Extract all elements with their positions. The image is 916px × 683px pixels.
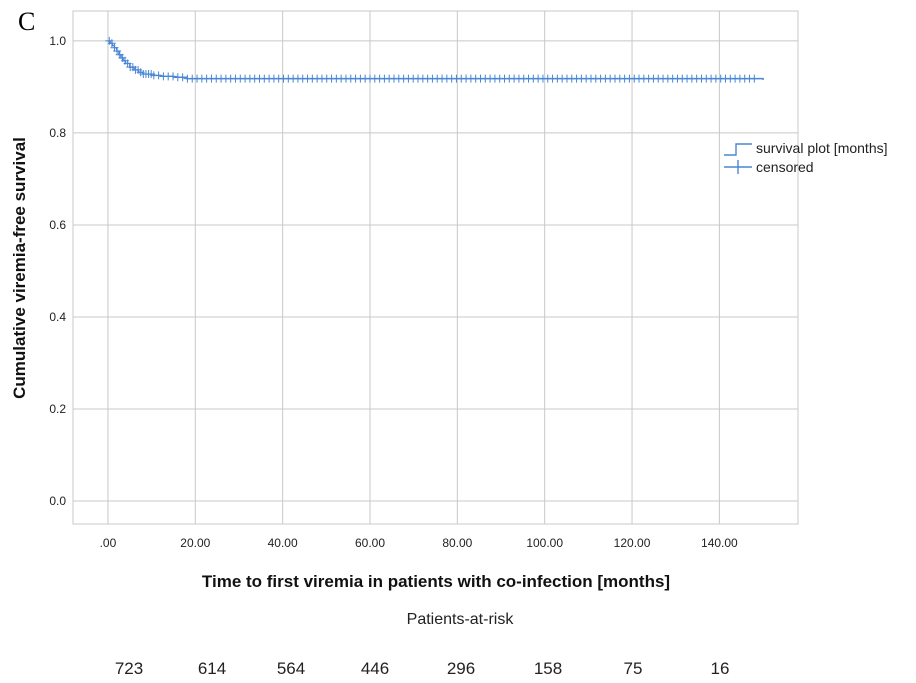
censored-mark bbox=[178, 73, 187, 82]
risk-count: 614 bbox=[198, 659, 226, 678]
risk-table-counts: 723 614 564 446 296 158 75 16 bbox=[115, 659, 730, 678]
risk-count: 16 bbox=[711, 659, 730, 678]
legend: survival plot [months] censored bbox=[724, 140, 888, 175]
y-tick-label: 0.4 bbox=[49, 310, 66, 324]
panel-label: C bbox=[18, 7, 35, 36]
y-tick-label: 0.6 bbox=[49, 218, 66, 232]
x-tick-label: 60.00 bbox=[355, 536, 385, 550]
legend-step-line-icon bbox=[724, 143, 752, 156]
x-tick-label: 120.00 bbox=[614, 536, 651, 550]
x-axis-title: Time to first viremia in patients with c… bbox=[202, 572, 670, 591]
risk-table-title: Patients-at-risk bbox=[407, 611, 515, 628]
legend-censored-label: censored bbox=[756, 159, 814, 175]
x-tick-label: .00 bbox=[100, 536, 117, 550]
risk-count: 75 bbox=[624, 659, 643, 678]
censored-mark bbox=[169, 72, 178, 81]
risk-count: 446 bbox=[361, 659, 389, 678]
x-tick-label: 40.00 bbox=[268, 536, 298, 550]
x-tick-label: 140.00 bbox=[701, 536, 738, 550]
y-axis-title: Cumulative viremia-free survival bbox=[10, 137, 29, 399]
censored-mark bbox=[107, 39, 116, 48]
censored-marks bbox=[105, 36, 759, 83]
risk-count: 158 bbox=[534, 659, 562, 678]
censored-mark bbox=[154, 71, 163, 80]
y-tick-label: 0.0 bbox=[49, 494, 66, 508]
censored-mark bbox=[750, 74, 759, 83]
y-tick-label: 0.2 bbox=[49, 402, 66, 416]
risk-count: 723 bbox=[115, 659, 143, 678]
grid-lines bbox=[73, 11, 798, 524]
y-tick-label: 0.8 bbox=[49, 126, 66, 140]
x-tick-label: 80.00 bbox=[442, 536, 472, 550]
y-tick-label: 1.0 bbox=[49, 34, 66, 48]
x-tick-label: 100.00 bbox=[526, 536, 563, 550]
legend-censored-plus-icon bbox=[724, 160, 752, 174]
tick-labels: .00 20.00 40.00 60.00 80.00 100.00 120.00 140.0… bbox=[49, 34, 738, 550]
plot-area bbox=[72, 10, 799, 525]
legend-survival-label: survival plot [months] bbox=[756, 140, 888, 156]
risk-count: 564 bbox=[277, 659, 305, 678]
risk-count: 296 bbox=[447, 659, 475, 678]
x-tick-label: 20.00 bbox=[180, 536, 210, 550]
